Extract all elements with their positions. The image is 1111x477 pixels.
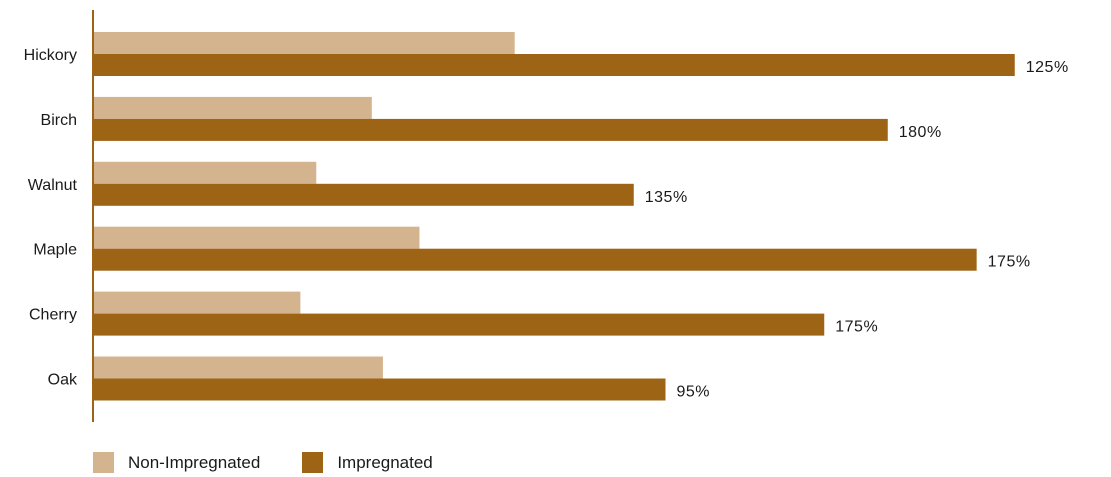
bar-walnut-impregnated xyxy=(94,183,634,206)
legend: Non-Impregnated Impregnated xyxy=(93,452,475,473)
category-label-maple: Maple xyxy=(33,242,77,259)
bar-maple-non-impregnated xyxy=(94,226,420,249)
value-label-oak: 95% xyxy=(677,384,711,401)
value-label-birch: 180% xyxy=(899,124,942,141)
bar-cherry-non-impregnated xyxy=(94,291,301,314)
legend-label-impregnated: Impregnated xyxy=(337,452,433,472)
bar-birch-impregnated xyxy=(94,118,888,141)
value-label-cherry: 175% xyxy=(835,319,878,336)
bar-chart: Hickory 125% Birch 180% Walnut 135% Maple 175% C… xyxy=(24,10,1069,422)
bar-cherry-impregnated xyxy=(94,313,825,336)
value-label-hickory: 125% xyxy=(1026,59,1069,76)
bar-oak-impregnated xyxy=(94,378,666,401)
category-label-birch: Birch xyxy=(41,112,77,129)
legend-item-non-impregnated: Non-Impregnated xyxy=(93,452,260,473)
bars-group xyxy=(94,32,1015,401)
bar-hickory-impregnated xyxy=(94,54,1015,76)
legend-swatch-non-impregnated xyxy=(93,452,114,473)
bar-hickory-non-impregnated xyxy=(94,32,515,54)
legend-label-non-impregnated: Non-Impregnated xyxy=(128,452,261,472)
labels-group: Hickory 125% Birch 180% Walnut 135% Maple 175% C… xyxy=(24,47,1069,401)
category-label-walnut: Walnut xyxy=(28,177,78,194)
category-label-hickory: Hickory xyxy=(24,47,77,64)
legend-swatch-impregnated xyxy=(302,452,324,473)
value-label-walnut: 135% xyxy=(645,189,688,206)
category-label-oak: Oak xyxy=(48,372,78,389)
bar-birch-non-impregnated xyxy=(94,96,372,119)
category-label-cherry: Cherry xyxy=(29,307,77,324)
bar-maple-impregnated xyxy=(94,248,977,271)
value-label-maple: 175% xyxy=(988,254,1031,271)
bar-oak-non-impregnated xyxy=(94,356,383,379)
legend-item-impregnated: Impregnated xyxy=(302,452,433,473)
bar-walnut-non-impregnated xyxy=(94,161,317,184)
